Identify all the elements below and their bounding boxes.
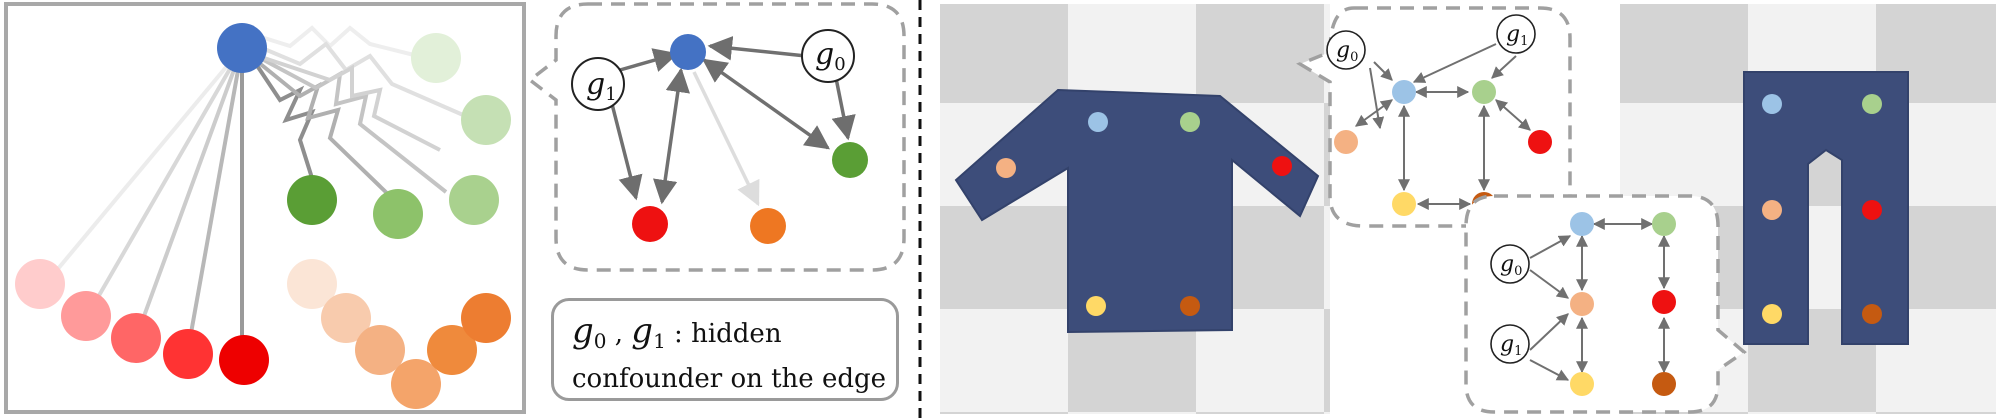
- pants-callout-border: [1464, 194, 1747, 414]
- red-node-4: [163, 329, 213, 379]
- orange-node-1: [287, 259, 337, 309]
- legend-line-2: confounder on the edge: [572, 364, 887, 394]
- edge-zig-green6: [257, 54, 441, 152]
- pants-keypoint-brown: [1862, 304, 1882, 324]
- edge-zig-green4: [256, 60, 394, 200]
- hidden-node-g0: g0: [801, 29, 855, 83]
- pants-hidden-node-g1: g1: [1490, 324, 1530, 364]
- edge-g1-blue: [619, 48, 679, 72]
- edge-blue-green: [702, 58, 830, 150]
- svg-text:g0: g0: [1500, 252, 1522, 279]
- edge-zig-green5: [259, 56, 448, 194]
- svg-text:g0: g0: [815, 37, 846, 75]
- orange-node-2: [321, 293, 371, 343]
- green-node-4: [373, 189, 423, 239]
- legend-separator: ,: [606, 319, 632, 349]
- shirt-hidden-node-g1: g1: [1496, 14, 1536, 54]
- shirt-keypoint-red: [1272, 156, 1292, 176]
- legend-var-g1: g1: [631, 311, 666, 353]
- shirt-garment: [954, 88, 1320, 334]
- pants-hidden-node-g0: g0: [1490, 244, 1530, 284]
- edge-g0-green: [831, 77, 856, 141]
- shirt-keypoint-yellow: [1086, 296, 1106, 316]
- legend-line-1: g0 , g1 : hidden: [572, 311, 880, 361]
- svg-text:g1: g1: [1500, 332, 1522, 359]
- orange-node-5: [427, 325, 477, 375]
- panel-shirt: [940, 4, 1330, 414]
- edge-g0-blue: [707, 36, 807, 61]
- red-node-3: [111, 313, 161, 363]
- zoom-node-green: [832, 142, 868, 178]
- hidden-node-g1: g1: [571, 57, 625, 111]
- green-node-1: [411, 33, 461, 83]
- panel-full-graph: [4, 2, 526, 414]
- pants-graph-callout: g0 g1: [1464, 194, 1747, 414]
- red-node-1: [15, 259, 65, 309]
- pants-garment: [1743, 71, 1909, 345]
- edge-hub-red2: [84, 46, 244, 320]
- pants-keypoint-light-green: [1862, 94, 1882, 114]
- svg-text:g1: g1: [586, 67, 617, 105]
- shirt-keypoint-light-green: [1180, 112, 1200, 132]
- orange-node-6: [461, 293, 511, 343]
- shirt-keypoint-light-blue: [1088, 112, 1108, 132]
- orange-node-4: [391, 359, 441, 409]
- shirt-keypoint-brown: [1180, 296, 1200, 316]
- legend-var-g0: g0: [572, 311, 607, 353]
- edge-hub-red1: [40, 46, 244, 290]
- shirt-graph-callout: g0 g1: [1296, 6, 1572, 228]
- edge-blue-red: [653, 67, 690, 205]
- green-node-2: [461, 95, 511, 145]
- svg-text:g1: g1: [1506, 22, 1528, 49]
- zoom-node-red: [632, 206, 668, 242]
- pants-keypoint-red: [1862, 200, 1882, 220]
- edge-zig-green3: [254, 62, 316, 179]
- red-node-5: [219, 335, 269, 385]
- zoom-node-blue: [670, 34, 706, 70]
- hub-node-blue: [217, 23, 267, 73]
- zoom-node-orange: [750, 208, 786, 244]
- pants-keypoint-peach: [1762, 200, 1782, 220]
- edge-g1-red: [610, 103, 643, 201]
- legend-box: g0 , g1 : hidden confounder on the edge: [551, 298, 899, 401]
- shirt-hidden-node-g0: g0: [1326, 30, 1366, 70]
- orange-node-3: [355, 325, 405, 375]
- edge-hub-red3: [134, 47, 244, 339]
- green-node-5: [449, 175, 499, 225]
- green-node-3: [287, 175, 337, 225]
- legend-colon-text: : hidden: [665, 319, 782, 349]
- shirt-keypoint-peach: [996, 158, 1016, 178]
- edge-hub-red4: [186, 47, 244, 351]
- pants-keypoint-light-blue: [1762, 94, 1782, 114]
- red-node-2: [61, 291, 111, 341]
- svg-text:g0: g0: [1336, 38, 1358, 65]
- panel-zoom-callout: g1 g0: [527, 2, 906, 272]
- pants-keypoint-yellow: [1762, 304, 1782, 324]
